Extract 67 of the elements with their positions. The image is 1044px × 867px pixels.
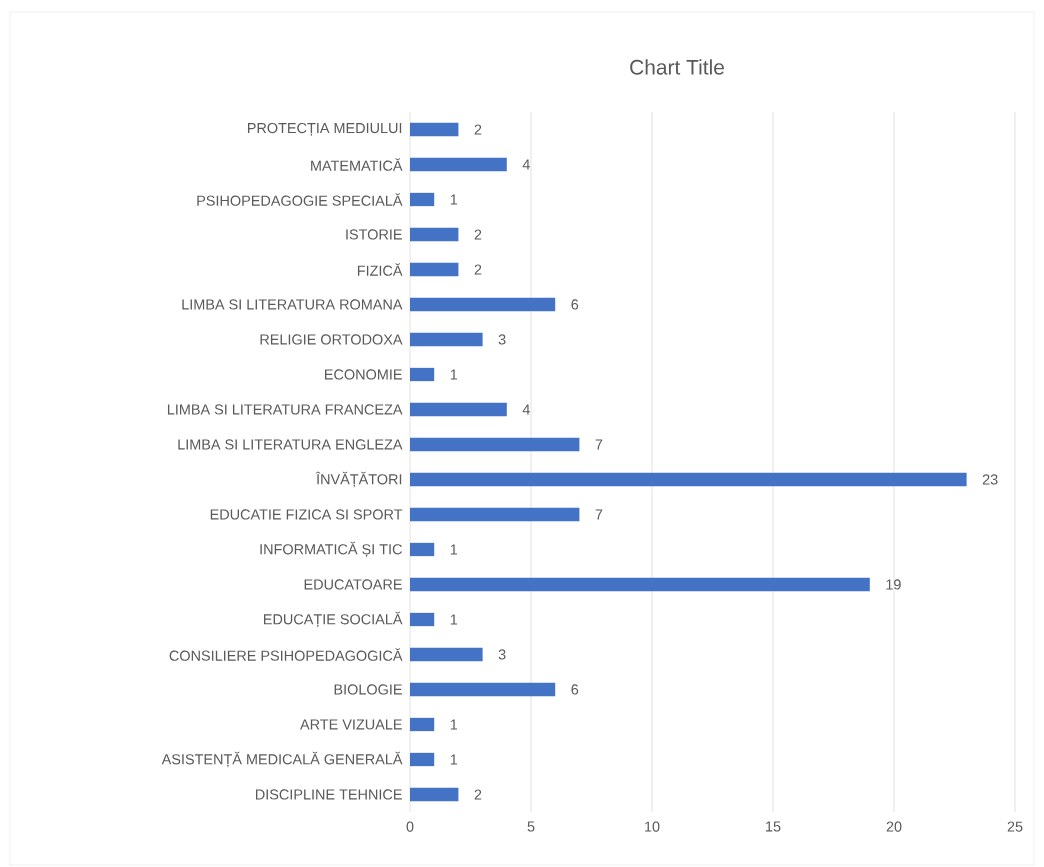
bar	[410, 367, 435, 382]
bar	[410, 787, 459, 802]
data-label: 1	[450, 719, 458, 730]
data-label: 7	[595, 509, 603, 520]
bar	[410, 472, 967, 487]
x-tick-label: 15	[766, 821, 781, 832]
data-label: 1	[450, 754, 458, 765]
y-tick-label: RELIGIE ORTODOXA	[260, 334, 403, 345]
bar	[410, 437, 580, 452]
y-tick-label: ISTORIE	[346, 229, 402, 240]
chart-title: Chart Title	[630, 59, 724, 75]
y-tick-label: PROTECȚIA MEDIULUI	[247, 122, 402, 137]
data-label: 1	[450, 544, 458, 555]
y-tick-label: ECONOMIE	[325, 369, 402, 380]
bar	[410, 577, 870, 592]
y-tick-label: EDUCAȚIE SOCIALĂ	[264, 611, 403, 628]
y-tick-label: INFORMATICĂ ȘI TIC	[260, 541, 402, 558]
data-label: 23	[982, 474, 998, 485]
bar	[410, 647, 483, 662]
data-label: 2	[474, 264, 482, 275]
data-label: 1	[450, 194, 458, 205]
data-label: 6	[571, 684, 579, 695]
y-tick-label: EDUCATIE FIZICA SI SPORT	[210, 509, 403, 520]
data-label: 6	[571, 299, 579, 310]
y-tick-label: ASISTENȚĂ MEDICALĂ GENERALĂ	[161, 751, 403, 768]
data-label: 2	[474, 124, 482, 135]
bar	[410, 612, 435, 627]
bar	[410, 507, 580, 522]
y-tick-label: MATEMATICĂ	[311, 158, 403, 171]
y-tick-label: BIOLOGIE	[334, 684, 402, 695]
data-label: 4	[522, 404, 530, 415]
x-tick-label: 20	[886, 821, 902, 832]
bar	[410, 122, 459, 137]
data-label: 3	[498, 649, 506, 660]
y-tick-label: PSIHOPEDAGOGIE SPECIALĂ	[197, 193, 403, 206]
x-tick-label: 5	[527, 821, 535, 832]
x-tick-label: 10	[645, 821, 660, 832]
data-label: 3	[498, 334, 506, 345]
bar	[410, 682, 556, 697]
y-tick-label: LIMBA SI LITERATURA ENGLEZA	[178, 439, 403, 450]
data-label: 1	[450, 614, 458, 625]
y-tick-label: LIMBA SI LITERATURA FRANCEZA	[167, 404, 403, 415]
y-tick-label: CONSILIERE PSIHOPEDAGOGICĂ	[169, 648, 403, 661]
data-label: 2	[474, 229, 482, 240]
y-tick-label: ARTE VIZUALE	[300, 719, 402, 730]
y-tick-label: DISCIPLINE TEHNICE	[255, 789, 402, 800]
bar	[410, 717, 435, 732]
y-tick-label: FIZICĂ	[357, 263, 403, 276]
data-label: 2	[474, 789, 482, 800]
bar	[410, 262, 459, 277]
data-label: 4	[522, 159, 530, 170]
x-tick-label: 25	[1007, 821, 1023, 832]
bar	[410, 297, 556, 312]
bar	[410, 227, 459, 242]
bar	[410, 157, 507, 172]
bar	[410, 192, 435, 207]
y-tick-label: EDUCATOARE	[304, 579, 402, 590]
data-label: 19	[886, 579, 901, 590]
x-tick-label: 0	[406, 821, 414, 832]
y-tick-label: ÎNVĂȚĂTORI	[315, 471, 402, 488]
bar	[410, 332, 483, 347]
data-label: 7	[595, 439, 603, 450]
bar	[410, 752, 435, 767]
data-label: 1	[450, 369, 458, 380]
bar	[410, 402, 507, 417]
bar	[410, 542, 435, 557]
y-tick-label: LIMBA SI LITERATURA ROMANA	[182, 299, 403, 310]
